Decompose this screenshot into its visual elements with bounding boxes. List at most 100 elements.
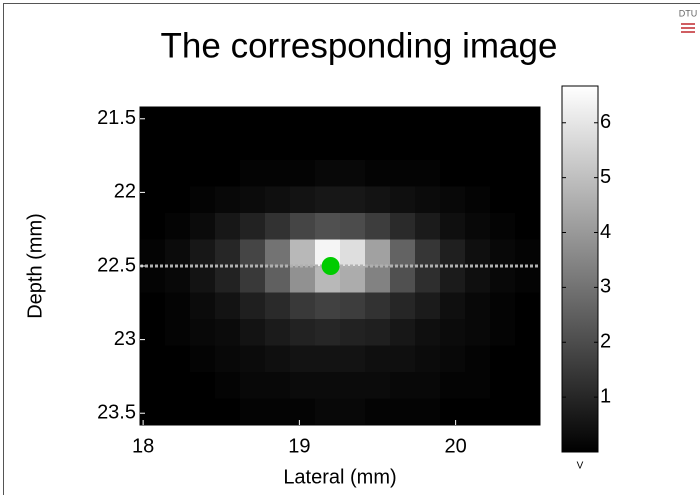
heatmap-cell (315, 372, 341, 399)
heatmap-cell (365, 213, 391, 240)
y-tick-label: 22.5 (97, 254, 136, 276)
heatmap-cell (165, 187, 191, 214)
heatmap-cell (265, 213, 291, 240)
y-axis-label: Depth (mm) (24, 213, 46, 319)
heatmap-cell (140, 213, 166, 240)
heatmap-cell (415, 160, 441, 187)
heatmap-cell (440, 187, 466, 214)
heatmap-cell (265, 266, 291, 293)
page: {"chart_data": {"type": "heatmap", "titl… (0, 0, 700, 495)
heatmap-cell (390, 160, 416, 187)
heatmap-cell (440, 319, 466, 346)
heatmap-cell (490, 107, 516, 134)
heatmap-cell (440, 134, 466, 161)
heatmap-cell (215, 213, 241, 240)
heatmap-cell (365, 399, 391, 426)
heatmap-cell (190, 107, 216, 134)
heatmap-cell (465, 372, 491, 399)
heatmap-cell (515, 372, 541, 399)
heatmap-cell (290, 319, 316, 346)
heatmap-cell (340, 240, 366, 267)
heatmap-cell (440, 213, 466, 240)
heatmap-cell (465, 187, 491, 214)
heatmap-cell (190, 346, 216, 373)
heatmap-cell (390, 399, 416, 426)
heatmap-cell (490, 187, 516, 214)
heatmap-cell (365, 134, 391, 161)
heatmap-cell (440, 293, 466, 320)
heatmap-cell (140, 160, 166, 187)
heatmap-cell (265, 134, 291, 161)
heatmap-cell (390, 266, 416, 293)
heatmap-cell (240, 160, 266, 187)
heatmap-cell (290, 346, 316, 373)
heatmap-cell (440, 372, 466, 399)
y-tick-label: 21.5 (97, 107, 136, 129)
heatmap-cell (415, 213, 441, 240)
heatmap-cell (190, 319, 216, 346)
heatmap-cell (465, 266, 491, 293)
heatmap-cell (365, 240, 391, 267)
heatmap-cell (465, 107, 491, 134)
heatmap-cell (515, 266, 541, 293)
heatmap-cell (365, 107, 391, 134)
heatmap-cell (265, 240, 291, 267)
heatmap-cell (240, 134, 266, 161)
heatmap-cell (215, 293, 241, 320)
heatmap-cell (265, 399, 291, 426)
heatmap-cell (365, 266, 391, 293)
heatmap-cell (165, 399, 191, 426)
heatmap-cell (315, 213, 341, 240)
heatmap-cell (140, 107, 166, 134)
heatmap-cell (165, 213, 191, 240)
heatmap-cell (415, 319, 441, 346)
heatmap-cell (340, 107, 366, 134)
heatmap-cell (290, 107, 316, 134)
heatmap-cell (440, 160, 466, 187)
heatmap-cell (515, 213, 541, 240)
y-tick-label: 22 (114, 181, 136, 203)
heatmap-cell (490, 346, 516, 373)
x-tick-label: 18 (132, 435, 154, 457)
heatmap-cell (390, 187, 416, 214)
heatmap-cell (290, 293, 316, 320)
heatmap-cell (190, 240, 216, 267)
heatmap-cell (490, 134, 516, 161)
heatmap-cell (340, 399, 366, 426)
heatmap-cell (340, 293, 366, 320)
heatmap-cell (265, 293, 291, 320)
heatmap-cell (165, 266, 191, 293)
heatmap-cell (390, 213, 416, 240)
heatmap-cell (315, 187, 341, 214)
heatmap-cell (240, 319, 266, 346)
heatmap-cell (165, 319, 191, 346)
x-axis-label: Lateral (mm) (283, 466, 396, 488)
heatmap-cell (390, 293, 416, 320)
heatmap-cell (515, 134, 541, 161)
heatmap-cell (415, 240, 441, 267)
heatmap-cell (465, 293, 491, 320)
heatmap-cell (165, 160, 191, 187)
heatmap-cell (315, 346, 341, 373)
heatmap-cell (215, 240, 241, 267)
heatmap-cell (215, 134, 241, 161)
heatmap-cell (215, 399, 241, 426)
heatmap-cell (465, 319, 491, 346)
heatmap-cell (465, 160, 491, 187)
heatmap-cell (265, 107, 291, 134)
heatmap-cell (390, 107, 416, 134)
heatmap-cell (265, 160, 291, 187)
heatmap-cell (340, 187, 366, 214)
heatmap-cell (365, 372, 391, 399)
heatmap-cell (240, 107, 266, 134)
heatmap-cell (140, 346, 166, 373)
heatmap-cell (140, 134, 166, 161)
heatmap-cell (490, 240, 516, 267)
colorbar-tick-label: 3 (600, 276, 611, 298)
heatmap-cell (290, 240, 316, 267)
heatmap-cell (190, 187, 216, 214)
heatmap-cell (290, 372, 316, 399)
heatmap-cell (240, 346, 266, 373)
heatmap-cell (140, 372, 166, 399)
heatmap-cell (340, 160, 366, 187)
